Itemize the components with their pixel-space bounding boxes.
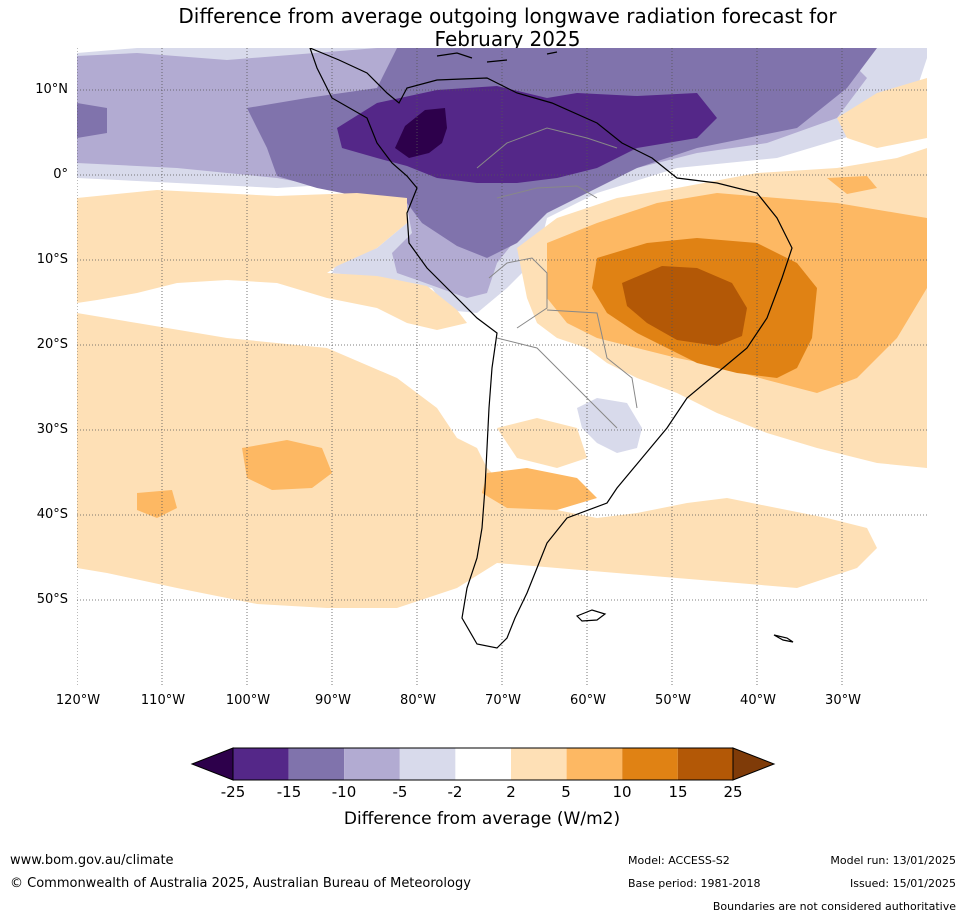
disclaimer-text: Boundaries are not considered authoritat… [712, 900, 956, 913]
colorbar-segment [288, 748, 345, 780]
orange-anomaly-fields [77, 78, 927, 608]
lat-label-10n: 10°N [35, 82, 68, 97]
contour-plus5-pac2 [137, 490, 177, 518]
title-line-1: Difference from average outgoing longwav… [178, 4, 837, 28]
colorbar-segment [233, 748, 289, 780]
colorbar-tick: 10 [612, 783, 632, 801]
lon-label-60w: 60°W [570, 693, 606, 708]
colorbar-extend-high [732, 747, 776, 781]
contour-plus5-pac3 [482, 468, 597, 510]
copyright-text: © Commonwealth of Australia 2025, Austra… [10, 876, 471, 891]
anomaly-map [77, 48, 927, 686]
colorbar-segment [511, 748, 567, 780]
lon-label-120w: 120°W [55, 693, 101, 708]
contour-plus5-atl [827, 176, 877, 194]
lon-label-50w: 50°W [655, 693, 691, 708]
colorbar-label: Difference from average (W/m2) [343, 809, 621, 829]
colorbar-tick: 25 [723, 783, 743, 801]
website-link[interactable]: www.bom.gov.au/climate [10, 853, 174, 868]
colorbar-tick: -25 [220, 783, 246, 801]
lon-label-100w: 100°W [225, 693, 271, 708]
south-georgia-coastline [773, 634, 794, 643]
map-title: Difference from average outgoing longwav… [0, 5, 965, 51]
contour-plus15 [622, 266, 747, 346]
colorbar-segment [344, 748, 400, 780]
contour-minus25 [395, 108, 447, 158]
lon-label-110w: 110°W [140, 693, 186, 708]
country-borders [476, 127, 638, 429]
base-period-text: Base period: 1981-2018 [628, 877, 761, 890]
lat-label-50s: 50°S [36, 592, 68, 607]
lon-label-30w: 30°W [825, 693, 861, 708]
coastlines [309, 48, 794, 649]
lat-label-30s: 30°S [36, 422, 68, 437]
lon-label-40w: 40°W [740, 693, 776, 708]
colorbar-tick: 2 [506, 783, 516, 801]
lat-label-10s: 10°S [36, 252, 68, 267]
colorbar [190, 747, 776, 781]
colorbar-tick: -2 [447, 783, 463, 801]
map-canvas [77, 48, 927, 686]
colorbar-tick: 15 [668, 783, 688, 801]
colorbar-segment [566, 748, 623, 780]
contour-minus2-south [577, 398, 642, 453]
lon-label-70w: 70°W [485, 693, 521, 708]
contour-plus5-pac1 [242, 440, 332, 490]
colorbar-tick: 5 [561, 783, 571, 801]
lat-label-20s: 20°S [36, 337, 68, 352]
lat-label-0: 0° [53, 167, 68, 182]
caribbean-islands [436, 51, 558, 63]
title-line-2: February 2025 [434, 27, 581, 51]
lat-label-40s: 40°S [36, 507, 68, 522]
gridlines [77, 48, 927, 686]
contour-plus2-south [77, 313, 877, 608]
colorbar-tick: -5 [392, 783, 408, 801]
colorbar-segment [622, 748, 678, 780]
colorbar-segment [399, 748, 456, 780]
colorbar-tick: -10 [331, 783, 357, 801]
contour-plus2-inland [497, 418, 587, 468]
colorbar-extend-low [190, 747, 234, 781]
model-text: Model: ACCESS-S2 [628, 854, 730, 867]
model-run-text: Model run: 13/01/2025 [830, 854, 956, 867]
colorbar-segment [677, 748, 733, 780]
falklands-coastline [575, 609, 607, 622]
lon-label-80w: 80°W [400, 693, 436, 708]
colorbar-tick: -15 [276, 783, 302, 801]
south-america-coastline [309, 48, 793, 649]
issued-text: Issued: 15/01/2025 [849, 877, 956, 890]
lon-label-90w: 90°W [315, 693, 351, 708]
colorbar-segment [455, 748, 511, 780]
